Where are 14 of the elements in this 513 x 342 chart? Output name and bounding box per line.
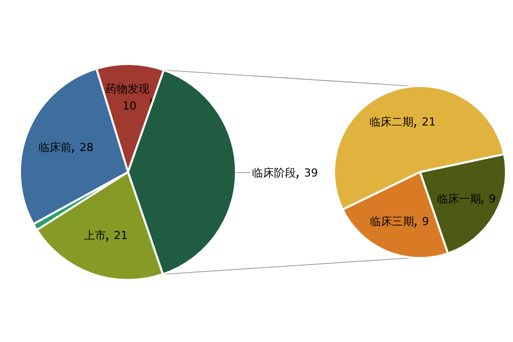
data-label: 39 [304, 166, 318, 180]
slice-label: 上市 [84, 229, 106, 242]
slice-label: 临床二期 [370, 116, 414, 129]
data-label: 21 [422, 116, 436, 129]
slice-label: 临床阶段 [252, 166, 296, 180]
data-label: 28 [79, 140, 94, 154]
slice-label: 临床三期 [370, 215, 414, 228]
slice-label: 临床前 [38, 140, 72, 154]
slice-label: 临床一期 [436, 192, 481, 206]
slice-label: 药物发现 [106, 82, 150, 96]
data-label: 21 [114, 229, 128, 242]
data-label: 9 [488, 192, 496, 206]
data-label: 9 [422, 215, 429, 228]
data-label: 10 [122, 99, 137, 112]
